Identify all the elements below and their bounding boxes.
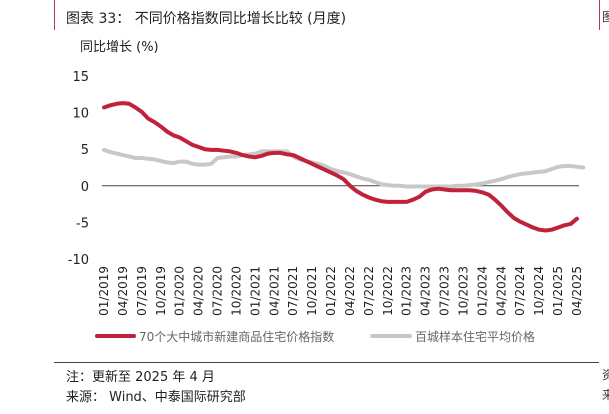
x-tick-label: 04/2023 xyxy=(419,266,433,316)
x-tick-label: 04/2025 xyxy=(570,266,584,316)
x-tick-label: 10/2019 xyxy=(154,266,168,316)
footer-note: 注：更新至 2025 年 4 月 xyxy=(66,370,215,385)
x-tick-label: 07/2023 xyxy=(438,266,452,316)
x-tick-label: 01/2019 xyxy=(97,266,111,316)
series-line-hundred-city-avg-price xyxy=(102,147,586,189)
right-accent-rule xyxy=(599,0,600,30)
x-tick-label: 07/2019 xyxy=(135,266,149,316)
x-tick-label: 07/2024 xyxy=(513,266,527,316)
legend: 70个大中城市新建商品住宅价格指数 百城样本住宅平均价格 xyxy=(95,329,535,344)
cropped-neighbor-glyph-top: 图 xyxy=(602,10,609,24)
left-accent-rule xyxy=(54,0,55,30)
cropped-neighbor-glyph-bottom-1: 资 xyxy=(602,368,609,382)
x-tick-label: 04/2019 xyxy=(116,266,130,316)
x-tick-label: 04/2021 xyxy=(267,266,281,316)
x-tick-label: 04/2020 xyxy=(192,266,206,316)
series-line-new-home-price-index xyxy=(102,101,579,233)
x-tick-label: 01/2022 xyxy=(324,266,338,316)
legend-label-hundred-city-avg-price: 百城样本住宅平均价格 xyxy=(415,329,535,344)
x-tick-label: 07/2022 xyxy=(362,266,376,316)
y-tick-label: 0 xyxy=(81,180,89,195)
y-tick-label: -5 xyxy=(76,216,89,231)
x-tick-label: 04/2022 xyxy=(343,266,357,316)
y-tick-label: 5 xyxy=(81,143,89,158)
x-tick-label: 10/2023 xyxy=(456,266,470,316)
y-tick-label: 15 xyxy=(72,70,89,85)
x-tick-label: 01/2020 xyxy=(173,266,187,316)
x-tick-label: 10/2021 xyxy=(305,266,319,316)
x-tick-group: 01/2019 04/2019 07/2019 10/2019 01/2020 04/20… xyxy=(97,266,584,316)
y-tick-label: 10 xyxy=(72,107,89,122)
footer-rule xyxy=(54,362,599,363)
x-tick-label: 10/2022 xyxy=(381,266,395,316)
x-tick-label: 10/2020 xyxy=(229,266,243,316)
x-tick-label: 10/2024 xyxy=(532,266,546,316)
chart-title: 图表 33： 不同价格指数同比增长比较 (月度) xyxy=(66,11,347,27)
cropped-neighbor-glyph-bottom-2: 来 xyxy=(602,388,609,402)
legend-label-new-home-price-index: 70个大中城市新建商品住宅价格指数 xyxy=(139,329,334,344)
footer-source: 来源： Wind、中泰国际研究部 xyxy=(66,390,246,405)
y-axis-label: 同比增长 (%) xyxy=(80,40,159,55)
x-tick-label: 01/2023 xyxy=(400,266,414,316)
x-tick-label: 01/2024 xyxy=(475,266,489,316)
y-tick-group: 15 10 5 0 -5 -10 xyxy=(68,70,89,268)
y-tick-label: -10 xyxy=(68,253,89,268)
x-tick-label: 01/2021 xyxy=(248,266,262,316)
x-tick-label: 07/2021 xyxy=(286,266,300,316)
x-tick-label: 01/2025 xyxy=(551,266,565,316)
x-tick-label: 07/2020 xyxy=(211,266,225,316)
series-group xyxy=(102,101,586,233)
x-tick-label: 04/2024 xyxy=(494,266,508,316)
